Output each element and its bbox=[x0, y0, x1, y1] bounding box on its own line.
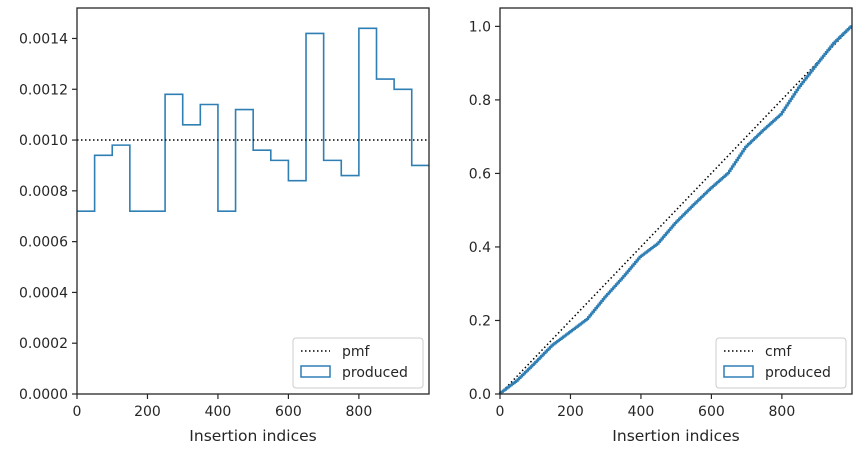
left-y-tick-label: 0.0004 bbox=[19, 285, 68, 301]
left-y-tick-label: 0.0014 bbox=[19, 31, 68, 47]
cmf-reference-line bbox=[499, 25, 853, 395]
left-y-tick-label: 0.0012 bbox=[19, 82, 68, 98]
right-x-tick-label: 200 bbox=[557, 404, 584, 420]
left-x-tick-label: 0 bbox=[73, 404, 82, 420]
pmf-legend-label: pmf bbox=[342, 344, 371, 360]
cmf-cumulative-chart: 0 200 400 600 800 0.0 0.2 0.4 0.6 0.8 1.0 Insertio… bbox=[469, 7, 853, 445]
right-y-tick-label: 0.6 bbox=[469, 166, 491, 182]
left-y-tick-label: 0.0006 bbox=[19, 235, 68, 251]
left-x-tick-label: 400 bbox=[205, 404, 232, 420]
produced-legend-patch bbox=[300, 365, 331, 378]
produced-legend-label: produced bbox=[342, 365, 408, 381]
left-y-tick-label: 0.0002 bbox=[19, 336, 68, 352]
right-x-tick-label: 600 bbox=[698, 404, 725, 420]
left-y-tick-label: 0.0010 bbox=[19, 133, 68, 149]
right-x-tick-label: 0 bbox=[496, 404, 505, 420]
left-legend: pmf produced bbox=[292, 337, 424, 389]
left-x-axis-label: Insertion indices bbox=[189, 427, 316, 445]
right-y-tick-label: 0.0 bbox=[469, 387, 491, 403]
left-x-tick-label: 200 bbox=[134, 404, 161, 420]
produced-cumulative-legend-patch bbox=[723, 365, 754, 378]
produced-cumulative-series bbox=[498, 25, 852, 394]
produced-cumulative-line bbox=[498, 25, 852, 394]
left-axes-frame bbox=[76, 7, 430, 395]
left-y-tick-label: 0.0008 bbox=[19, 184, 68, 200]
left-ticks: 0 200 400 600 800 0.0000 0.0002 0.0004 0.0006 0.0… bbox=[19, 31, 372, 420]
pmf-histogram-chart: 0 200 400 600 800 0.0000 0.0002 0.0004 0.0006 0.0… bbox=[19, 7, 430, 445]
right-y-tick-label: 0.2 bbox=[469, 313, 491, 329]
right-axes-frame bbox=[499, 7, 853, 395]
right-legend: cmf produced bbox=[715, 337, 847, 389]
produced-step-outline bbox=[77, 27, 429, 212]
right-y-tick-label: 1.0 bbox=[469, 19, 491, 35]
right-ticks: 0 200 400 600 800 0.0 0.2 0.4 0.6 0.8 1.0 bbox=[469, 19, 796, 420]
cmf-legend-label: cmf bbox=[765, 344, 792, 360]
cmf-line bbox=[499, 25, 853, 395]
right-x-axis-label: Insertion indices bbox=[612, 427, 739, 445]
right-x-tick-label: 800 bbox=[769, 404, 796, 420]
left-x-tick-label: 600 bbox=[275, 404, 302, 420]
left-y-tick-label: 0.0000 bbox=[19, 387, 68, 403]
right-x-tick-label: 400 bbox=[628, 404, 655, 420]
produced-series bbox=[77, 27, 429, 212]
right-y-tick-label: 0.4 bbox=[469, 240, 491, 256]
produced-cumulative-legend-label: produced bbox=[765, 365, 831, 381]
right-y-tick-label: 0.8 bbox=[469, 93, 491, 109]
left-x-tick-label: 800 bbox=[346, 404, 373, 420]
